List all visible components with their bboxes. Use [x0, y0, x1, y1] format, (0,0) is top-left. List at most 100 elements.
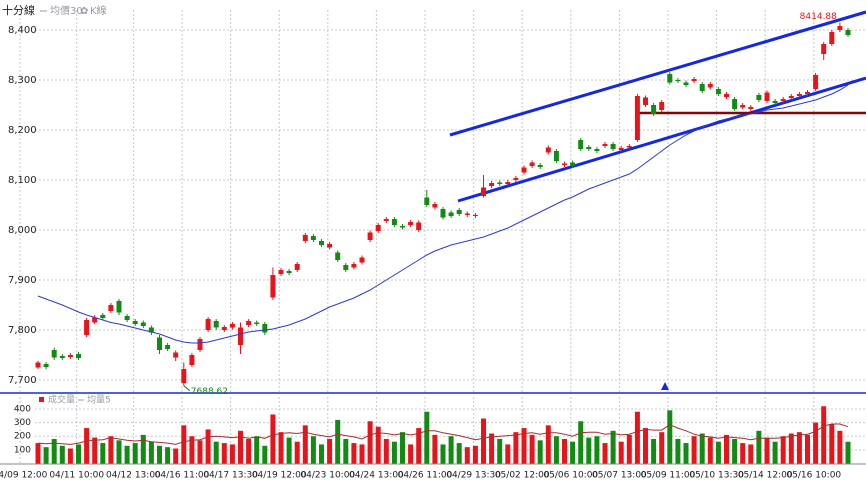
- candle-body: [740, 105, 746, 108]
- candle-body: [643, 97, 648, 105]
- candle-body: [651, 105, 657, 114]
- candle-body: [221, 327, 227, 330]
- y-tick-label: 8,200: [8, 125, 37, 136]
- candle-body: [821, 44, 827, 54]
- volume-bar: [400, 432, 405, 464]
- volume-bar: [456, 443, 462, 464]
- candle-body: [764, 92, 770, 101]
- candle-body: [59, 356, 65, 358]
- candle-body: [173, 352, 179, 358]
- candle-body: [667, 74, 673, 83]
- volume-bar: [448, 436, 454, 464]
- volume-bar: [424, 411, 430, 464]
- volume-bar: [472, 445, 478, 464]
- candle-body: [294, 264, 300, 270]
- candle-body: [383, 219, 389, 221]
- volume-bar: [335, 419, 341, 464]
- low-label: 7688.62: [191, 387, 228, 397]
- volume-bar: [238, 430, 243, 464]
- candle-body: [440, 209, 446, 218]
- candle-body: [675, 80, 681, 81]
- candle-body: [707, 84, 713, 88]
- volume-bar: [732, 438, 738, 464]
- volume-bar: [197, 440, 203, 464]
- volume-bar: [634, 411, 640, 464]
- x-tick-label: 04/29 13:30: [446, 471, 501, 481]
- volume-bar: [270, 414, 276, 464]
- volume-bar: [343, 438, 349, 464]
- candle-body: [586, 147, 592, 149]
- volume-bar: [189, 436, 195, 464]
- candle-body: [375, 225, 381, 231]
- volume-bar: [788, 433, 794, 464]
- candle-body: [805, 92, 810, 94]
- volume-bar: [553, 436, 559, 464]
- volume-bar: [489, 433, 495, 464]
- candle-body: [683, 82, 689, 85]
- volume-bar: [310, 436, 316, 464]
- candle-body: [505, 182, 511, 184]
- candle-body: [229, 324, 235, 328]
- marker-triangle: [661, 382, 669, 390]
- legend-label: K線: [90, 4, 107, 17]
- volume-bar: [667, 410, 673, 464]
- legend-swatch: [39, 397, 44, 402]
- volume-bar: [545, 425, 551, 464]
- volume-bar: [707, 437, 713, 464]
- candle-body: [610, 144, 616, 149]
- candle-body: [35, 362, 41, 368]
- volume-bar: [327, 438, 333, 464]
- volume-bar: [610, 430, 616, 464]
- y2-tick-label: 200: [14, 432, 31, 442]
- candle-body: [67, 355, 73, 357]
- x-tick-label: 04/26 11:00: [398, 471, 453, 481]
- y-tick-label: 8,300: [8, 75, 37, 86]
- volume-bar: [302, 425, 308, 464]
- volume-bar: [586, 437, 592, 464]
- volume-bar: [699, 433, 705, 464]
- candle-body: [521, 167, 527, 173]
- candle-body: [456, 210, 462, 214]
- candle-body: [715, 89, 721, 94]
- candle-body: [254, 322, 260, 324]
- candle-body: [448, 212, 454, 216]
- volume-bar: [748, 444, 754, 464]
- candle-body: [489, 183, 495, 186]
- trend-line-lower: [457, 76, 866, 203]
- volume-bar: [359, 444, 365, 464]
- volume-bar: [578, 421, 584, 464]
- candle-body: [76, 354, 81, 358]
- volume-bar: [618, 441, 624, 464]
- volume-bar: [51, 438, 57, 464]
- x-tick-label: 04/17 13:30: [203, 471, 258, 481]
- volume-bar: [537, 440, 543, 464]
- candle-body: [408, 222, 414, 225]
- candle-body: [335, 252, 341, 260]
- volume-bar: [740, 443, 746, 464]
- candle-body: [618, 148, 624, 150]
- grid-layer: [19, 10, 866, 464]
- x-tick-label: 05/07 13:00: [592, 471, 647, 481]
- candle-body: [343, 265, 349, 270]
- x-tick-label: 05/14 12:00: [738, 471, 793, 481]
- volume-bar: [659, 432, 665, 464]
- candle-body: [213, 321, 219, 328]
- candle-body: [780, 99, 786, 101]
- candle-body: [100, 315, 106, 318]
- candle-body: [310, 236, 316, 240]
- volume-bar: [570, 441, 576, 464]
- volume-bar: [213, 441, 219, 464]
- volume-bar: [432, 434, 438, 464]
- volume-bar: [35, 443, 41, 464]
- x-tick-label: 04/16 11:00: [155, 471, 210, 481]
- volume-bar: [124, 445, 130, 464]
- volume-bar: [505, 444, 511, 464]
- candle-body: [570, 162, 576, 166]
- candle-body: [124, 316, 130, 320]
- candle-body: [148, 327, 154, 333]
- volume-bar: [764, 437, 770, 464]
- candle-body: [270, 275, 276, 298]
- volume-bar: [43, 447, 49, 464]
- volume-bar: [724, 434, 729, 464]
- y2-tick-label: 100: [14, 445, 31, 455]
